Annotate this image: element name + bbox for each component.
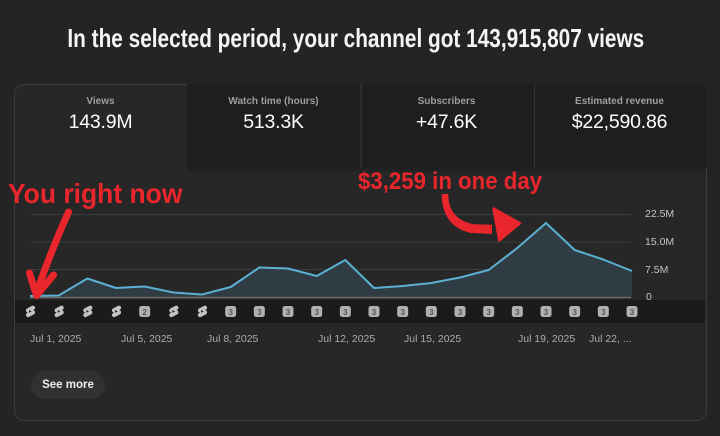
svg-text:3: 3 bbox=[343, 308, 348, 317]
svg-text:3: 3 bbox=[572, 308, 577, 317]
svg-text:3: 3 bbox=[486, 308, 491, 317]
svg-text:3: 3 bbox=[314, 308, 319, 317]
svg-text:3: 3 bbox=[544, 308, 549, 317]
svg-text:3: 3 bbox=[257, 308, 262, 317]
svg-text:3: 3 bbox=[400, 308, 405, 317]
svg-text:3: 3 bbox=[372, 308, 377, 317]
svg-text:3: 3 bbox=[228, 308, 233, 317]
svg-text:3: 3 bbox=[630, 308, 635, 317]
svg-text:3: 3 bbox=[286, 308, 291, 317]
svg-text:3: 3 bbox=[458, 308, 463, 317]
svg-text:3: 3 bbox=[429, 308, 434, 317]
svg-text:3: 3 bbox=[515, 308, 520, 317]
svg-text:2: 2 bbox=[142, 308, 147, 317]
svg-text:3: 3 bbox=[601, 308, 606, 317]
